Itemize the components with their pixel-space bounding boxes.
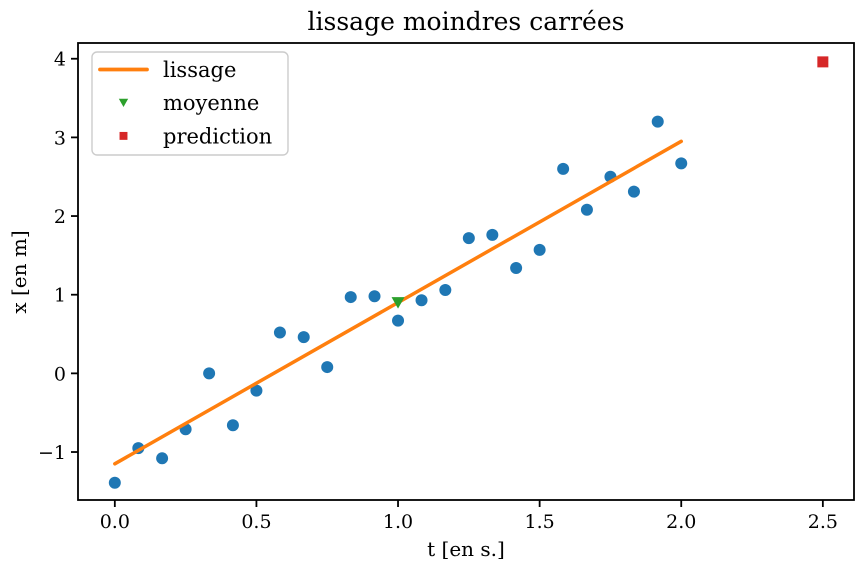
scatter-point-prediction xyxy=(817,56,829,68)
axes-ticks: 0.0 0.5 1.0 1.5 2.0 2.5 −1 0 1 2 3 4 xyxy=(38,49,838,533)
y-tick-label: 2 xyxy=(54,206,66,228)
legend-key-prediction xyxy=(119,131,128,140)
y-tick-label: −1 xyxy=(38,442,66,464)
legend-label-moyenne: moyenne xyxy=(163,91,259,115)
x-tick-label: 2.0 xyxy=(666,511,696,533)
scatter-point-mesures xyxy=(675,157,688,170)
scatter-point-mesures xyxy=(462,232,475,245)
data-series xyxy=(108,56,829,489)
x-tick-label: 1.0 xyxy=(383,511,413,533)
chart-title: lissage moindres carrées xyxy=(308,7,625,36)
y-axis-label: x [en m] xyxy=(7,230,31,313)
y-tick-label: 1 xyxy=(54,285,66,307)
scatter-point-mesures xyxy=(344,291,357,304)
legend-label-lissage: lissage xyxy=(163,58,236,82)
scatter-point-mesures xyxy=(510,261,523,274)
scatter-point-mesures xyxy=(321,361,334,374)
scatter-point-moyenne xyxy=(391,297,405,309)
y-tick-label: 3 xyxy=(54,127,66,149)
scatter-point-mesures xyxy=(651,115,664,128)
scatter-point-mesures xyxy=(156,452,169,465)
scatter-point-mesures xyxy=(108,476,121,489)
y-tick-label: 0 xyxy=(54,363,66,385)
legend-box xyxy=(91,51,289,156)
scatter-point-mesures xyxy=(250,384,263,397)
legend: lissage moyenne prediction xyxy=(91,51,289,156)
scatter-point-mesures xyxy=(439,283,452,296)
scatter-point-mesures xyxy=(557,162,570,175)
scatter-point-mesures xyxy=(580,203,593,216)
scatter-point-mesures xyxy=(392,314,405,327)
scatter-point-mesures xyxy=(203,367,216,380)
scatter-point-mesures xyxy=(533,243,546,256)
scatter-point-mesures xyxy=(486,228,499,241)
legend-label-prediction: prediction xyxy=(163,124,272,148)
scatter-point-mesures xyxy=(415,294,428,307)
y-tick-label: 4 xyxy=(54,49,66,71)
x-tick-label: 0.5 xyxy=(241,511,271,533)
scatter-point-mesures xyxy=(273,326,286,339)
x-tick-label: 1.5 xyxy=(525,511,555,533)
scatter-point-mesures xyxy=(226,419,239,432)
x-tick-label: 0.0 xyxy=(100,511,130,533)
scatter-point-mesures xyxy=(627,185,640,198)
legend-key-moyenne xyxy=(118,98,129,108)
scatter-point-mesures xyxy=(297,331,310,344)
x-axis-label: t [en s.] xyxy=(427,537,505,561)
x-tick-label: 2.5 xyxy=(808,511,838,533)
scatter-point-mesures xyxy=(368,290,381,303)
